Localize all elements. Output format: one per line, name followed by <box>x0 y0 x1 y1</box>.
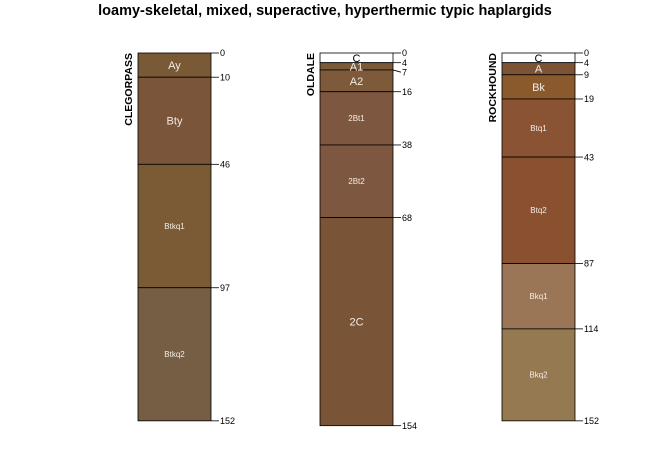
horizon-rect <box>501 263 576 330</box>
depth-label: 0 <box>402 48 407 58</box>
depth-tick <box>392 69 402 73</box>
depth-label: 114 <box>584 324 598 334</box>
depth-label: 0 <box>220 48 225 58</box>
horizon-label: Ay <box>168 60 181 72</box>
profile-name: ROCKHOUND <box>487 53 499 123</box>
depth-label: 19 <box>584 94 594 104</box>
horizon-label: A <box>535 64 543 76</box>
horizon-rect <box>319 217 394 427</box>
horizon-rect <box>137 287 212 422</box>
depth-label: 16 <box>402 87 412 97</box>
depth-label: 0 <box>584 48 589 58</box>
profile-name: CLEGORPASS <box>123 53 135 126</box>
horizon-rect <box>319 91 394 146</box>
horizon-label: Bkq1 <box>529 292 548 301</box>
horizon-label: C <box>353 53 361 65</box>
horizon-label: 2Bt1 <box>348 114 365 123</box>
horizon-label: Bk <box>532 82 545 94</box>
depth-label: 9 <box>584 70 589 80</box>
depth-label: 68 <box>402 213 412 223</box>
figure-title: loamy-skeletal, mixed, superactive, hype… <box>98 3 552 19</box>
horizon-rect <box>501 328 576 422</box>
horizon-rect <box>137 163 212 289</box>
depth-label: 4 <box>584 58 589 68</box>
horizon-label: Bkq2 <box>529 371 548 380</box>
horizon-rect <box>137 52 212 78</box>
profile-name: OLDALE <box>305 53 317 96</box>
depth-label: 87 <box>584 259 594 269</box>
depth-label: 152 <box>220 416 235 426</box>
horizon-label: A1 <box>350 61 363 73</box>
depth-label: 38 <box>402 140 412 150</box>
horizon-label: Bty <box>167 116 183 128</box>
depth-label: 4 <box>402 58 407 68</box>
horizon-label: Btkq1 <box>164 222 185 231</box>
depth-label: 154 <box>402 421 417 431</box>
depth-label: 97 <box>220 283 230 293</box>
horizon-rect <box>501 98 576 158</box>
depth-label: 43 <box>584 152 594 162</box>
horizon-label: Btq2 <box>530 206 547 215</box>
depth-label: 152 <box>584 416 599 426</box>
horizon-label: 2C <box>349 317 363 329</box>
horizon-label: 2Bt2 <box>348 177 365 186</box>
horizon-label: C <box>535 53 543 65</box>
depth-label: 10 <box>220 72 230 82</box>
horizon-rect <box>501 74 576 100</box>
depth-label: 46 <box>220 160 230 170</box>
depth-label: 7 <box>402 67 407 77</box>
horizon-label: A2 <box>350 76 363 88</box>
horizon-label: Btq1 <box>530 124 547 133</box>
horizon-label: Btkq2 <box>164 350 185 359</box>
horizon-rect <box>501 156 576 264</box>
